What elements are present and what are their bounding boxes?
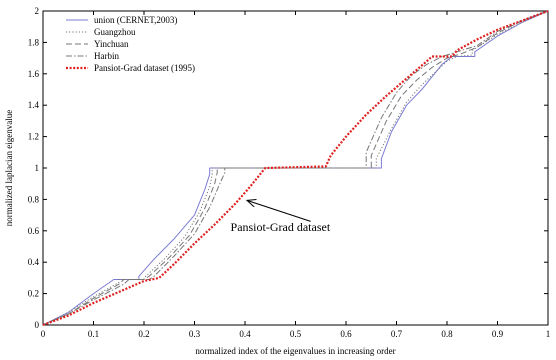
- annotation: Pansiot-Grad dataset: [231, 200, 331, 234]
- series-line-4: [42, 9, 549, 327]
- y-tick-label: 1.6: [28, 69, 40, 79]
- y-axis-label: normalized laplacian eigenvalue: [4, 110, 14, 226]
- y-tick-label: 1.4: [28, 100, 40, 110]
- y-tick-label: 0.6: [28, 226, 40, 236]
- x-tick-label: 0.2: [138, 329, 149, 339]
- x-tick-label: 0.1: [88, 329, 99, 339]
- x-tick-label: 0.7: [391, 329, 403, 339]
- annotation-text: Pansiot-Grad dataset: [231, 220, 331, 234]
- y-tick-label: 1.2: [28, 132, 39, 142]
- legend-label-0: union (CERNET,2003): [94, 15, 177, 25]
- y-tick-label: 0: [35, 320, 40, 330]
- x-tick-label: 0.4: [239, 329, 251, 339]
- y-tick-label: 0.2: [28, 289, 39, 299]
- x-tick-label: 0.5: [290, 329, 302, 339]
- axis-ticks: 0 0.1 0.2 0.3 0.4 0.5 0.6 0.7 0.8 0.9 1 0 0.2 0.4 0.6 0…: [28, 6, 551, 339]
- legend: union (CERNET,2003) Guangzhou Yinchuan Harb…: [66, 15, 195, 73]
- x-tick-label: 1: [546, 329, 551, 339]
- y-tick-label: 1: [35, 163, 40, 173]
- y-tick-label: 0.4: [28, 257, 40, 267]
- legend-label-3: Harbin: [94, 51, 119, 61]
- x-tick-label: 0.9: [492, 329, 504, 339]
- y-tick-label: 2: [35, 6, 40, 16]
- x-axis-label: normalized index of the eigenvalues in i…: [195, 346, 395, 356]
- legend-label-2: Yinchuan: [94, 39, 129, 49]
- y-tick-label: 0.8: [28, 194, 40, 204]
- x-tick-label: 0.3: [189, 329, 201, 339]
- series-lines: [42, 9, 549, 327]
- x-tick-label: 0.6: [340, 329, 352, 339]
- annotation-arrow: [247, 200, 311, 222]
- x-tick-label: 0.8: [441, 329, 453, 339]
- x-tick-label: 0: [41, 329, 46, 339]
- y-tick-label: 1.8: [28, 37, 40, 47]
- legend-label-1: Guangzhou: [94, 27, 136, 37]
- legend-label-4: Pansiot-Grad dataset (1995): [94, 63, 195, 73]
